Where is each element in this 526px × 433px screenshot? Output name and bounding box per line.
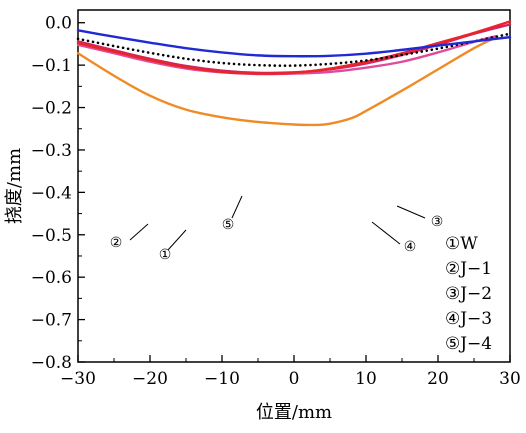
y-tick-label: −0.5	[31, 226, 72, 246]
callout-leader-line	[371, 221, 401, 245]
callout-leader-line	[396, 205, 426, 219]
x-tick-label: 20	[427, 369, 449, 389]
callout-leader-line	[129, 223, 149, 241]
x-tick-label: 10	[355, 369, 377, 389]
y-tick-label: −0.6	[31, 268, 72, 288]
callout-marker: ③	[431, 214, 444, 230]
x-tick-label: −20	[132, 369, 168, 389]
y-tick-label: −0.4	[31, 183, 72, 203]
legend-entry: ①W	[445, 234, 478, 254]
series-line-w	[76, 20, 512, 75]
legend-entry: ⑤J−4	[445, 334, 492, 354]
series-line-j1	[76, 36, 497, 127]
y-tick-label: −0.8	[31, 353, 72, 373]
series-line-j4	[76, 29, 512, 58]
callout-marker: ①	[159, 247, 172, 263]
y-tick-label: −0.3	[31, 141, 72, 161]
callout-leader-line	[231, 195, 243, 219]
y-tick-label: 0.0	[45, 14, 72, 34]
x-axis-title: 位置/mm	[256, 402, 332, 423]
legend-layer: ①W ②J−1 ③J−2 ④J−3 ⑤J−4	[445, 234, 492, 354]
series-layer	[76, 20, 512, 127]
series-line-dotted	[76, 32, 512, 67]
legend-entry: ③J−2	[445, 284, 492, 304]
y-tick-label: −0.2	[31, 99, 72, 119]
legend-entry: ②J−1	[445, 259, 492, 279]
axes-layer: −30 −20 −10 0 10 20 30 0.0 −0.1 −0.2 −0.3 −0.4 −0.5 −…	[31, 9, 521, 389]
x-tick-label: 0	[289, 369, 300, 389]
x-tick-label: −10	[204, 369, 240, 389]
callout-marker: ⑤	[222, 217, 235, 233]
y-axis-title: 挠度/mm	[4, 148, 25, 224]
callout-leader-line	[167, 229, 187, 251]
y-tick-label: −0.7	[31, 311, 72, 331]
y-tick-label: −0.1	[31, 56, 72, 76]
callout-marker: ②	[110, 235, 123, 251]
annotation-layer: ② ① ⑤ ③④	[110, 195, 444, 263]
callout-marker: ④	[404, 239, 417, 255]
legend-entry: ④J−3	[445, 309, 492, 329]
x-tick-label: 30	[499, 369, 521, 389]
x-tick-label: −30	[60, 369, 96, 389]
